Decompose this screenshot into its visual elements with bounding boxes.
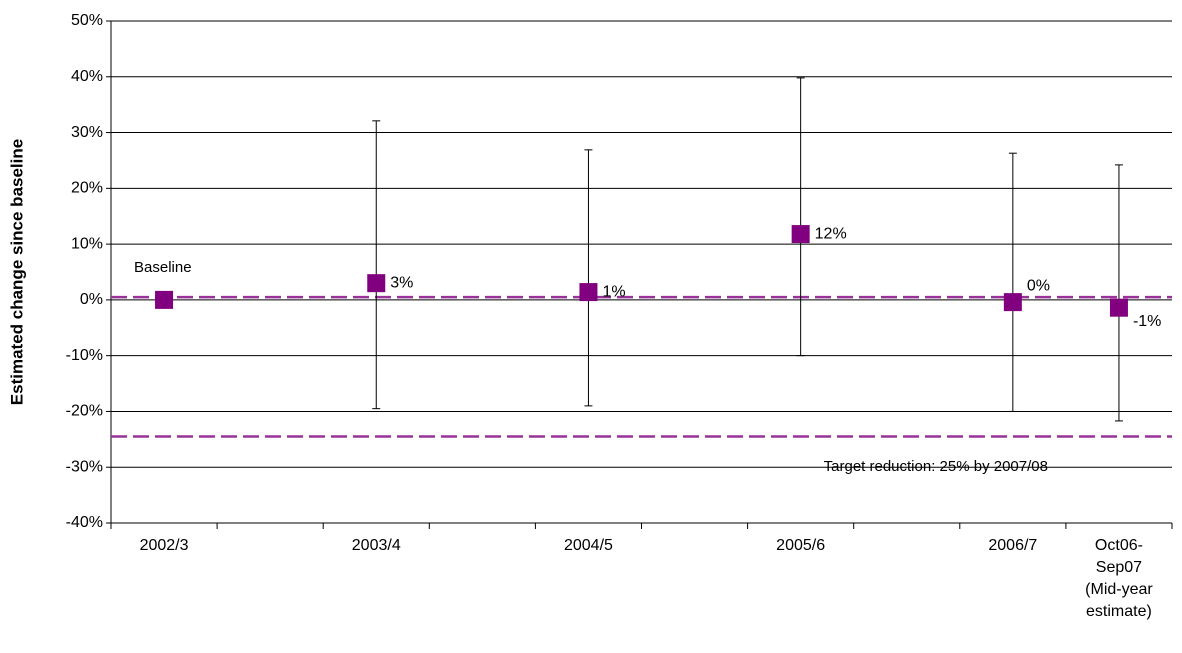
marker <box>367 274 386 293</box>
y-tick-label: 30% <box>71 124 103 141</box>
y-tick-label: -10% <box>66 347 103 364</box>
x-tick-label: 2004/5 <box>563 537 613 554</box>
y-tick-label: -20% <box>66 403 103 420</box>
x-tick-label: Oct06-Sep07 (Mid-year estimate) <box>1085 537 1153 620</box>
marker <box>155 290 174 309</box>
y-tick-label: 50% <box>71 12 103 29</box>
marker <box>1003 293 1022 312</box>
annotation: Target reduction: 25% by 2007/08 <box>824 458 1048 475</box>
x-tick-label: 2003/4 <box>351 537 401 554</box>
marker <box>1109 298 1128 317</box>
data-label: 3% <box>390 274 413 291</box>
y-tick-label: -30% <box>66 458 103 475</box>
x-tick-label: 2005/6 <box>776 537 826 554</box>
x-tick-label: 2006/7 <box>988 537 1038 554</box>
y-tick-label: 0% <box>80 291 103 308</box>
y-axis-title: Estimated change since baseline <box>7 139 26 405</box>
data-label: 0% <box>1027 277 1050 294</box>
y-tick-label: -40% <box>66 514 103 531</box>
y-tick-label: 40% <box>71 68 103 85</box>
data-label: 1% <box>602 283 625 300</box>
y-tick-label: 20% <box>71 180 103 197</box>
marker <box>579 283 598 302</box>
y-tick-label: 10% <box>71 235 103 252</box>
data-label: 12% <box>815 225 847 242</box>
x-tick-label: 2002/3 <box>139 537 189 554</box>
annotation: Baseline <box>134 259 192 276</box>
marker <box>791 225 810 244</box>
data-label: -1% <box>1133 313 1161 330</box>
